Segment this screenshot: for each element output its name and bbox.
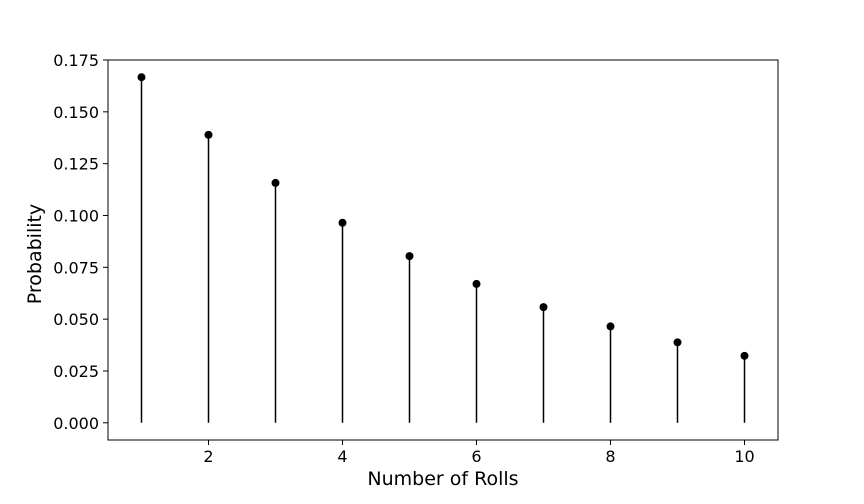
- stem-marker: [606, 322, 615, 331]
- stem-marker: [137, 73, 146, 82]
- y-tick-label: 0.175: [53, 51, 99, 70]
- plot-frame: [107, 59, 779, 441]
- x-tick-label: 6: [471, 447, 481, 466]
- x-axis-label: Number of Rolls: [367, 468, 518, 490]
- stem-marker: [405, 252, 414, 261]
- x-axis-ticks: 2 4 6 8 10: [203, 440, 755, 466]
- x-tick-label: 10: [734, 447, 754, 466]
- stem-marker: [271, 178, 280, 187]
- y-tick-label: 0.150: [53, 103, 99, 122]
- y-tick-label: 0.025: [53, 362, 99, 381]
- markers: [137, 73, 749, 360]
- y-tick-label: 0.050: [53, 310, 99, 329]
- stem-marker: [204, 130, 213, 139]
- x-tick-label: 4: [337, 447, 347, 466]
- x-tick-label: 2: [203, 447, 213, 466]
- x-tick-label: 8: [605, 447, 615, 466]
- y-tick-label: 0.125: [53, 155, 99, 174]
- stem-marker: [539, 303, 548, 312]
- stem-marker: [673, 338, 682, 347]
- y-tick-label: 0.000: [53, 414, 99, 433]
- y-tick-label: 0.100: [53, 206, 99, 225]
- stem-marker: [338, 218, 347, 227]
- plot-area: [108, 60, 778, 440]
- stems: [140, 77, 746, 423]
- y-tick-label: 0.075: [53, 258, 99, 277]
- stem-marker: [740, 351, 749, 360]
- y-axis-ticks: 0.000 0.025 0.050 0.075 0.100 0.125 0.150 0.175: [53, 51, 108, 433]
- y-axis-label: Probability: [24, 204, 46, 304]
- stem-marker: [472, 279, 481, 288]
